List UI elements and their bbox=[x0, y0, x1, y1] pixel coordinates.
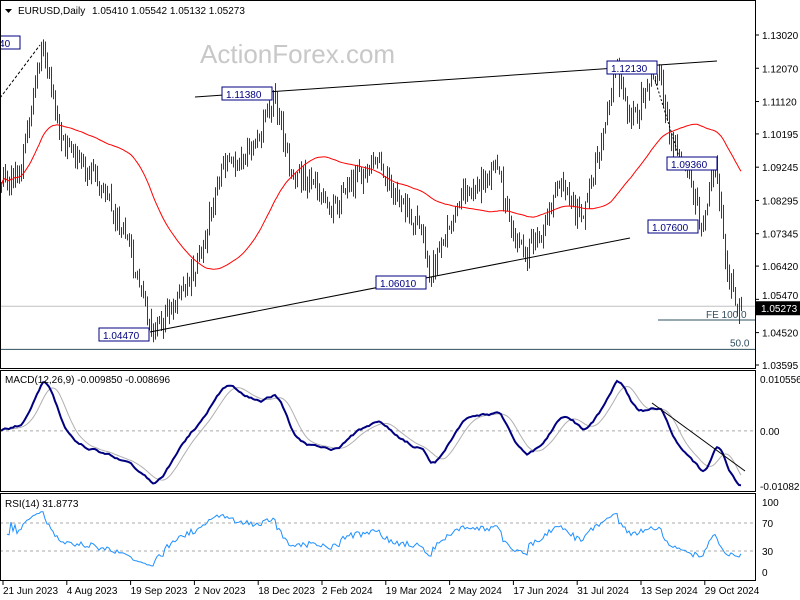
price-label-box bbox=[98, 327, 150, 342]
collapse-triangle-icon[interactable] bbox=[5, 9, 12, 13]
macd-panel bbox=[0, 379, 755, 487]
macd-tick-label: 0.00 bbox=[760, 427, 780, 438]
y-tick-label: 1.10195 bbox=[762, 130, 799, 141]
y-tick-label: 1.12070 bbox=[762, 64, 799, 75]
x-tick-label: 18 Dec 2023 bbox=[258, 586, 315, 597]
price-panel-border bbox=[0, 0, 756, 369]
price-label: 1.11380 bbox=[226, 90, 262, 101]
x-tick-label: 17 Jun 2024 bbox=[513, 586, 568, 597]
macd-line bbox=[0, 379, 742, 487]
x-tick-label: 19 Sep 2023 bbox=[131, 586, 188, 597]
x-tick-label: 2 Feb 2024 bbox=[322, 586, 373, 597]
price-panel: FE 100.0 50.0 1.12740 1.11380 1.12130 1.09360… bbox=[0, 35, 755, 350]
price-label: 1.06010 bbox=[380, 279, 417, 290]
y-tick-label: 1.04520 bbox=[762, 329, 799, 340]
macd-panel-border bbox=[0, 370, 756, 492]
rsi-tick-label: 0 bbox=[762, 568, 768, 579]
fib-label-fe100: FE 100.0 bbox=[706, 310, 747, 321]
x-tick-label: 31 Jul 2024 bbox=[577, 586, 629, 597]
moving-average-line bbox=[0, 123, 742, 270]
rsi-panel bbox=[0, 511, 755, 567]
macd-signal-line bbox=[0, 385, 742, 481]
header-ohlc: 1.05410 1.05542 1.05132 1.05273 bbox=[92, 6, 245, 17]
rsi-label: RSI(14) 31.8773 bbox=[5, 499, 79, 510]
rsi-tick-label: 30 bbox=[762, 547, 774, 558]
x-tick-label: 4 Aug 2023 bbox=[67, 586, 118, 597]
x-tick-label: 2 May 2024 bbox=[450, 586, 503, 597]
price-label: 1.04470 bbox=[103, 331, 140, 342]
price-label-box bbox=[221, 86, 273, 101]
x-tick-label: 19 Mar 2024 bbox=[386, 586, 443, 597]
x-tick-label: 21 Jun 2023 bbox=[3, 586, 58, 597]
macd-trendline bbox=[651, 402, 746, 472]
header-symbol: EURUSD,Daily bbox=[18, 6, 85, 17]
price-label-box bbox=[375, 275, 427, 290]
macd-tick-label: -0.010822 bbox=[760, 482, 800, 493]
x-tick-label: 13 Sep 2024 bbox=[641, 586, 698, 597]
y-tick-label: 1.03595 bbox=[762, 361, 799, 372]
price-label-box bbox=[606, 60, 658, 75]
rsi-panel-border bbox=[0, 493, 756, 581]
price-label: 1.12130 bbox=[611, 64, 648, 75]
y-tick-label: 1.11120 bbox=[762, 98, 797, 109]
x-tick-label: 2 Nov 2023 bbox=[194, 586, 246, 597]
price-label-box bbox=[647, 219, 699, 234]
current-price-label: 1.05273 bbox=[761, 304, 798, 315]
y-tick-label: 1.09245 bbox=[762, 163, 799, 174]
current-price-tag bbox=[756, 301, 800, 316]
y-tick-label: 1.13020 bbox=[762, 31, 799, 42]
price-label-box bbox=[0, 35, 21, 50]
swing-line bbox=[0, 44, 41, 99]
watermark: ActionForex.com bbox=[200, 39, 395, 69]
rsi-tick-label: 100 bbox=[762, 498, 779, 509]
price-label-box bbox=[666, 156, 718, 171]
y-tick-label: 1.07345 bbox=[762, 230, 799, 241]
x-tick-label: 29 Oct 2024 bbox=[705, 586, 760, 597]
price-label: 1.07600 bbox=[652, 223, 689, 234]
y-tick-label: 1.05470 bbox=[762, 291, 799, 302]
swing-line bbox=[654, 79, 681, 161]
macd-tick-label: 0.010556 bbox=[760, 375, 800, 386]
fib-label-50: 50.0 bbox=[730, 338, 750, 349]
price-label: 1.12740 bbox=[0, 39, 11, 50]
y-tick-label: 1.08295 bbox=[762, 196, 799, 207]
rsi-line bbox=[6, 511, 742, 567]
rsi-tick-label: 70 bbox=[762, 519, 774, 530]
axes: 1.13020 1.12070 1.11120 1.10195 1.09245 1.082… bbox=[2, 31, 800, 597]
y-tick-label: 1.06420 bbox=[762, 262, 799, 273]
price-label: 1.09360 bbox=[671, 160, 708, 171]
macd-label: MACD(12,26,9) -0.009850 -0.008696 bbox=[5, 375, 171, 386]
